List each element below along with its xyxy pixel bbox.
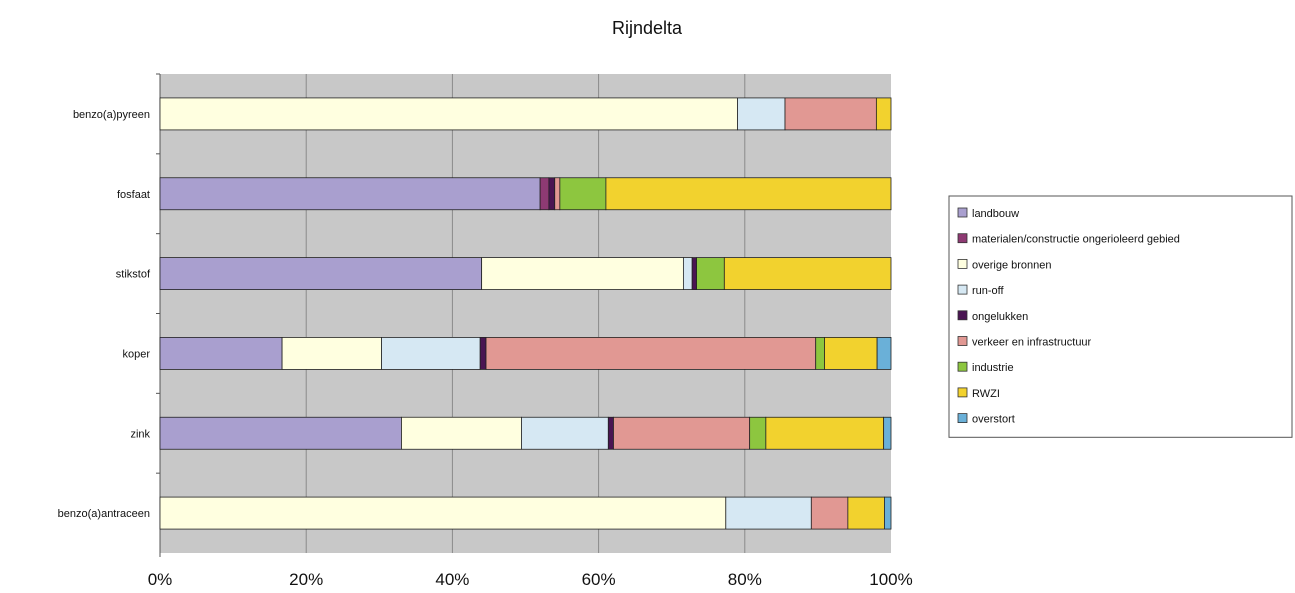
legend-label: RWZI <box>972 388 1000 400</box>
legend-label: overige bronnen <box>972 259 1052 271</box>
bar-segment <box>884 496 892 530</box>
plot-background <box>160 74 891 553</box>
legend-swatch <box>957 258 968 269</box>
legend-swatch <box>957 233 968 244</box>
category-label: benzo(a)antraceen <box>58 508 150 520</box>
bar-segment <box>485 337 817 370</box>
bar-segment <box>847 496 885 530</box>
legend: landbouw materialen/constructie ongeriole… <box>948 195 1293 438</box>
x-tick-label: 100% <box>869 570 912 589</box>
legend-swatch <box>957 361 968 372</box>
bar-segment <box>876 337 892 370</box>
legend-swatch <box>957 207 968 218</box>
bar-segment <box>810 496 849 530</box>
bar-segment <box>554 177 561 211</box>
bar-segment <box>737 97 786 131</box>
category-label: stikstof <box>116 269 151 281</box>
legend-label: ongelukken <box>972 311 1028 323</box>
bar-segment <box>749 416 767 450</box>
bar-segment <box>159 496 727 530</box>
bar-segment <box>613 416 751 450</box>
bar-segment <box>607 416 614 450</box>
bar-segment <box>539 177 550 211</box>
bar-segment <box>521 416 609 450</box>
bar-segment <box>765 416 885 450</box>
bar-segment <box>875 97 892 131</box>
legend-label: overstort <box>972 414 1015 426</box>
bar-segment <box>548 177 556 211</box>
bar-segment <box>725 496 812 530</box>
bar-segment <box>883 416 892 450</box>
legend-swatch <box>957 336 968 346</box>
legend-label: run-off <box>972 285 1005 297</box>
bar-segment <box>401 416 522 450</box>
legend-label: landbouw <box>972 208 1019 220</box>
bar-segment <box>784 97 877 131</box>
category-label: zink <box>130 428 150 440</box>
bar-segment <box>159 416 402 450</box>
x-tick-label: 40% <box>435 570 469 589</box>
bar-segment <box>559 177 607 211</box>
legend-label: industrie <box>972 362 1014 374</box>
category-label: benzo(a)pyreen <box>73 109 150 121</box>
bar-segment <box>723 257 892 290</box>
bar-segment <box>159 97 738 131</box>
bar-segment <box>479 337 487 370</box>
legend-label: materialen/constructie ongerioleerd gebi… <box>972 234 1180 246</box>
bar-segment <box>281 337 382 370</box>
bar-segment <box>691 257 697 290</box>
x-tick-label: 80% <box>728 570 762 589</box>
plot-area: 0% 20% 40% 60% 80% 100% benzo(a)pyreen fosfaat s… <box>58 73 913 589</box>
legend-swatch <box>957 413 968 424</box>
x-tick-label: 20% <box>289 570 323 589</box>
bar-segment <box>815 337 825 370</box>
legend-swatch <box>957 387 968 398</box>
x-tick-label: 60% <box>582 570 616 589</box>
bar-segment <box>481 257 684 290</box>
bar-segment <box>696 257 725 290</box>
bar-segment <box>159 257 483 290</box>
chart-title: Rijndelta <box>612 18 683 38</box>
category-label: fosfaat <box>117 189 150 201</box>
legend-label: verkeer en infrastructuur <box>972 337 1092 349</box>
legend-swatch <box>957 310 968 321</box>
bar-segment <box>381 337 481 370</box>
bar-segment <box>605 177 892 211</box>
legend-box <box>948 195 1293 438</box>
legend-swatch <box>957 284 968 295</box>
x-tick-label: 0% <box>148 570 173 589</box>
category-label: koper <box>122 348 150 360</box>
bar-segment <box>159 337 283 370</box>
bar-segment <box>159 177 541 211</box>
bar-segment <box>682 257 693 290</box>
bar-segment <box>824 337 878 370</box>
